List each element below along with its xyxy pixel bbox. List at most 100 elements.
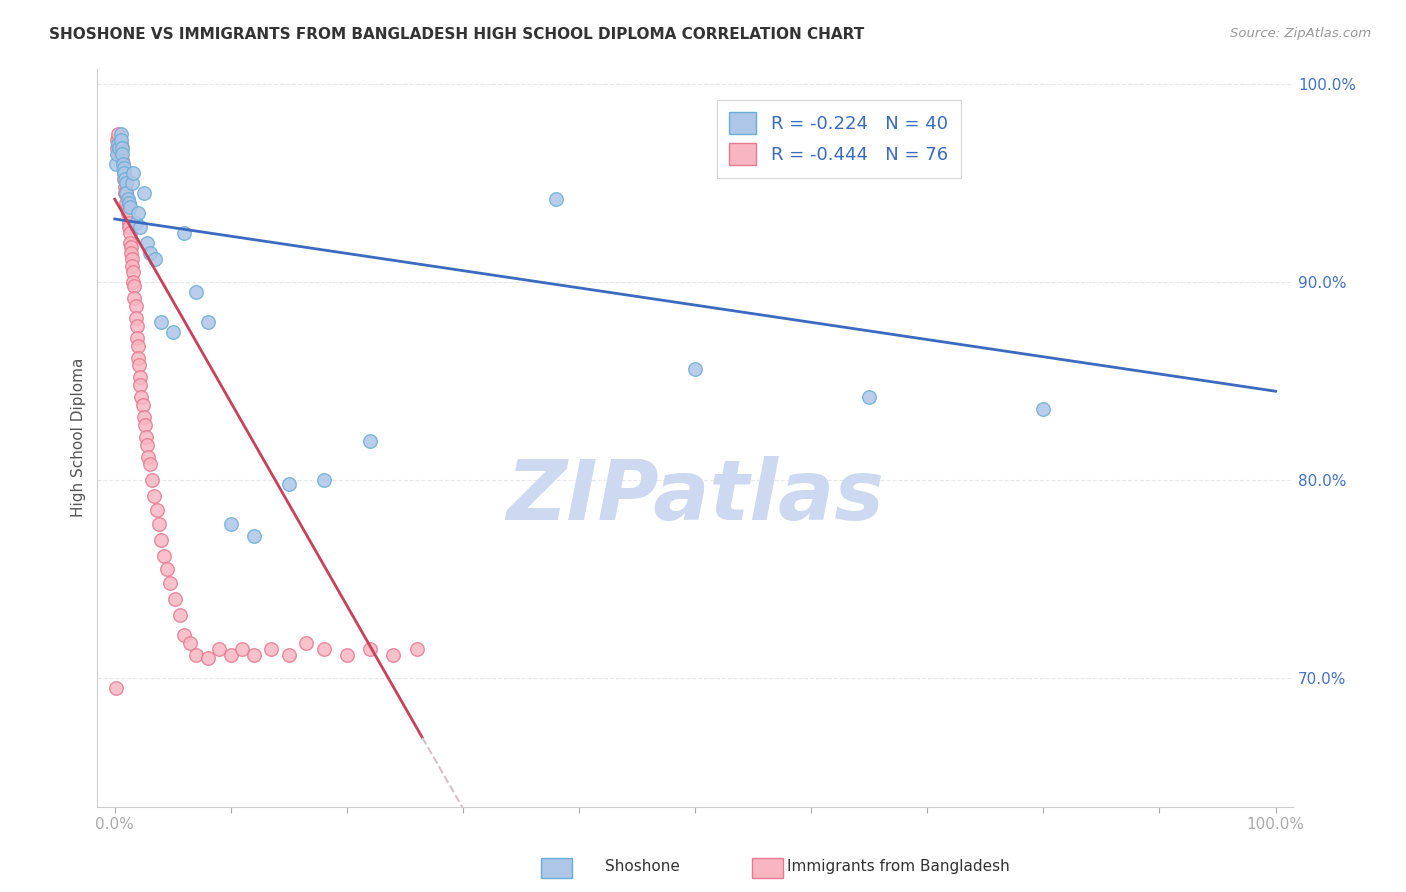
Point bbox=[122, 166, 145, 180]
Point bbox=[138, 450, 160, 464]
Point bbox=[169, 607, 191, 622]
Point bbox=[179, 635, 201, 649]
Point bbox=[111, 156, 134, 170]
Point bbox=[162, 325, 184, 339]
Text: Immigrants from Bangladesh: Immigrants from Bangladesh bbox=[787, 859, 1010, 873]
Legend: R = -0.224   N = 40, R = -0.444   N = 76: R = -0.224 N = 40, R = -0.444 N = 76 bbox=[717, 100, 960, 178]
Point bbox=[124, 299, 146, 313]
Point bbox=[159, 576, 181, 591]
Point bbox=[129, 219, 152, 234]
Point bbox=[127, 206, 149, 220]
Y-axis label: High School Diploma: High School Diploma bbox=[72, 358, 86, 517]
Point bbox=[111, 141, 134, 155]
Point bbox=[120, 240, 142, 254]
Point bbox=[114, 186, 136, 201]
Point bbox=[118, 219, 141, 234]
Point bbox=[295, 635, 318, 649]
Point bbox=[260, 641, 283, 656]
Point bbox=[108, 146, 131, 161]
Point bbox=[112, 166, 135, 180]
Point bbox=[105, 141, 128, 155]
Point bbox=[683, 362, 706, 376]
Point bbox=[117, 200, 139, 214]
Point bbox=[129, 370, 152, 384]
Point bbox=[125, 318, 148, 333]
Point bbox=[219, 516, 242, 531]
Point bbox=[136, 438, 159, 452]
Point bbox=[104, 156, 127, 170]
Point bbox=[111, 161, 134, 175]
Point bbox=[124, 310, 146, 325]
Point bbox=[107, 136, 129, 151]
Point bbox=[118, 196, 141, 211]
Point bbox=[117, 192, 139, 206]
Point bbox=[124, 279, 146, 293]
Text: SHOSHONE VS IMMIGRANTS FROM BANGLADESH HIGH SCHOOL DIPLOMA CORRELATION CHART: SHOSHONE VS IMMIGRANTS FROM BANGLADESH H… bbox=[49, 27, 865, 42]
Point bbox=[127, 339, 149, 353]
Point bbox=[336, 648, 359, 662]
Point bbox=[115, 177, 138, 191]
Point bbox=[184, 285, 207, 300]
Point bbox=[125, 331, 148, 345]
Point bbox=[359, 641, 381, 656]
Point bbox=[858, 390, 880, 404]
Point bbox=[104, 681, 127, 696]
Point bbox=[405, 641, 427, 656]
Point bbox=[111, 156, 134, 170]
Point bbox=[110, 127, 132, 141]
Point bbox=[231, 641, 253, 656]
Point bbox=[118, 216, 141, 230]
Text: ZIPatlas: ZIPatlas bbox=[506, 457, 884, 537]
Point bbox=[110, 136, 132, 151]
Point bbox=[138, 245, 160, 260]
Point bbox=[145, 252, 167, 266]
Point bbox=[131, 390, 153, 404]
Point bbox=[208, 641, 231, 656]
Point bbox=[132, 409, 155, 424]
Point bbox=[136, 235, 159, 250]
Point bbox=[173, 628, 195, 642]
Point bbox=[134, 417, 156, 432]
Point bbox=[112, 172, 135, 186]
Point bbox=[150, 315, 173, 329]
Point bbox=[152, 549, 174, 563]
Point bbox=[114, 180, 136, 194]
Point bbox=[135, 430, 157, 444]
Point bbox=[127, 351, 149, 365]
Point bbox=[1032, 402, 1054, 417]
Point bbox=[122, 265, 145, 279]
Point bbox=[107, 127, 129, 141]
Point bbox=[122, 276, 145, 290]
Point bbox=[124, 216, 146, 230]
Point bbox=[118, 226, 141, 240]
Point bbox=[117, 206, 139, 220]
Point bbox=[105, 133, 128, 147]
Point bbox=[105, 146, 128, 161]
Point bbox=[173, 226, 195, 240]
Point bbox=[359, 434, 381, 448]
Point bbox=[129, 378, 152, 392]
Point bbox=[121, 252, 143, 266]
Point bbox=[115, 186, 138, 201]
Point bbox=[148, 516, 170, 531]
Point bbox=[312, 473, 335, 487]
Point bbox=[115, 196, 138, 211]
Point bbox=[108, 141, 131, 155]
Point bbox=[114, 172, 136, 186]
Point bbox=[219, 648, 242, 662]
Point bbox=[277, 477, 299, 491]
Point bbox=[141, 473, 163, 487]
Point bbox=[277, 648, 299, 662]
Text: Source: ZipAtlas.com: Source: ZipAtlas.com bbox=[1230, 27, 1371, 40]
Point bbox=[112, 161, 135, 175]
Point bbox=[131, 398, 153, 412]
Point bbox=[165, 592, 187, 607]
Point bbox=[108, 141, 131, 155]
Point bbox=[544, 192, 567, 206]
Point bbox=[197, 651, 219, 665]
Point bbox=[138, 458, 160, 472]
Point bbox=[143, 489, 166, 503]
Point bbox=[118, 200, 141, 214]
Point bbox=[132, 186, 155, 201]
Point bbox=[118, 235, 141, 250]
